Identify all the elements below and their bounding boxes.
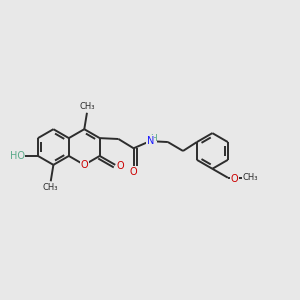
- Text: O: O: [231, 174, 238, 184]
- Text: N: N: [147, 136, 154, 146]
- Text: CH₃: CH₃: [79, 102, 95, 111]
- Text: O: O: [130, 167, 137, 177]
- Text: O: O: [116, 161, 124, 171]
- Text: H: H: [150, 134, 157, 143]
- Text: CH₃: CH₃: [243, 173, 258, 182]
- Text: HO: HO: [10, 151, 25, 161]
- Text: CH₃: CH₃: [43, 183, 58, 192]
- Text: O: O: [80, 160, 88, 170]
